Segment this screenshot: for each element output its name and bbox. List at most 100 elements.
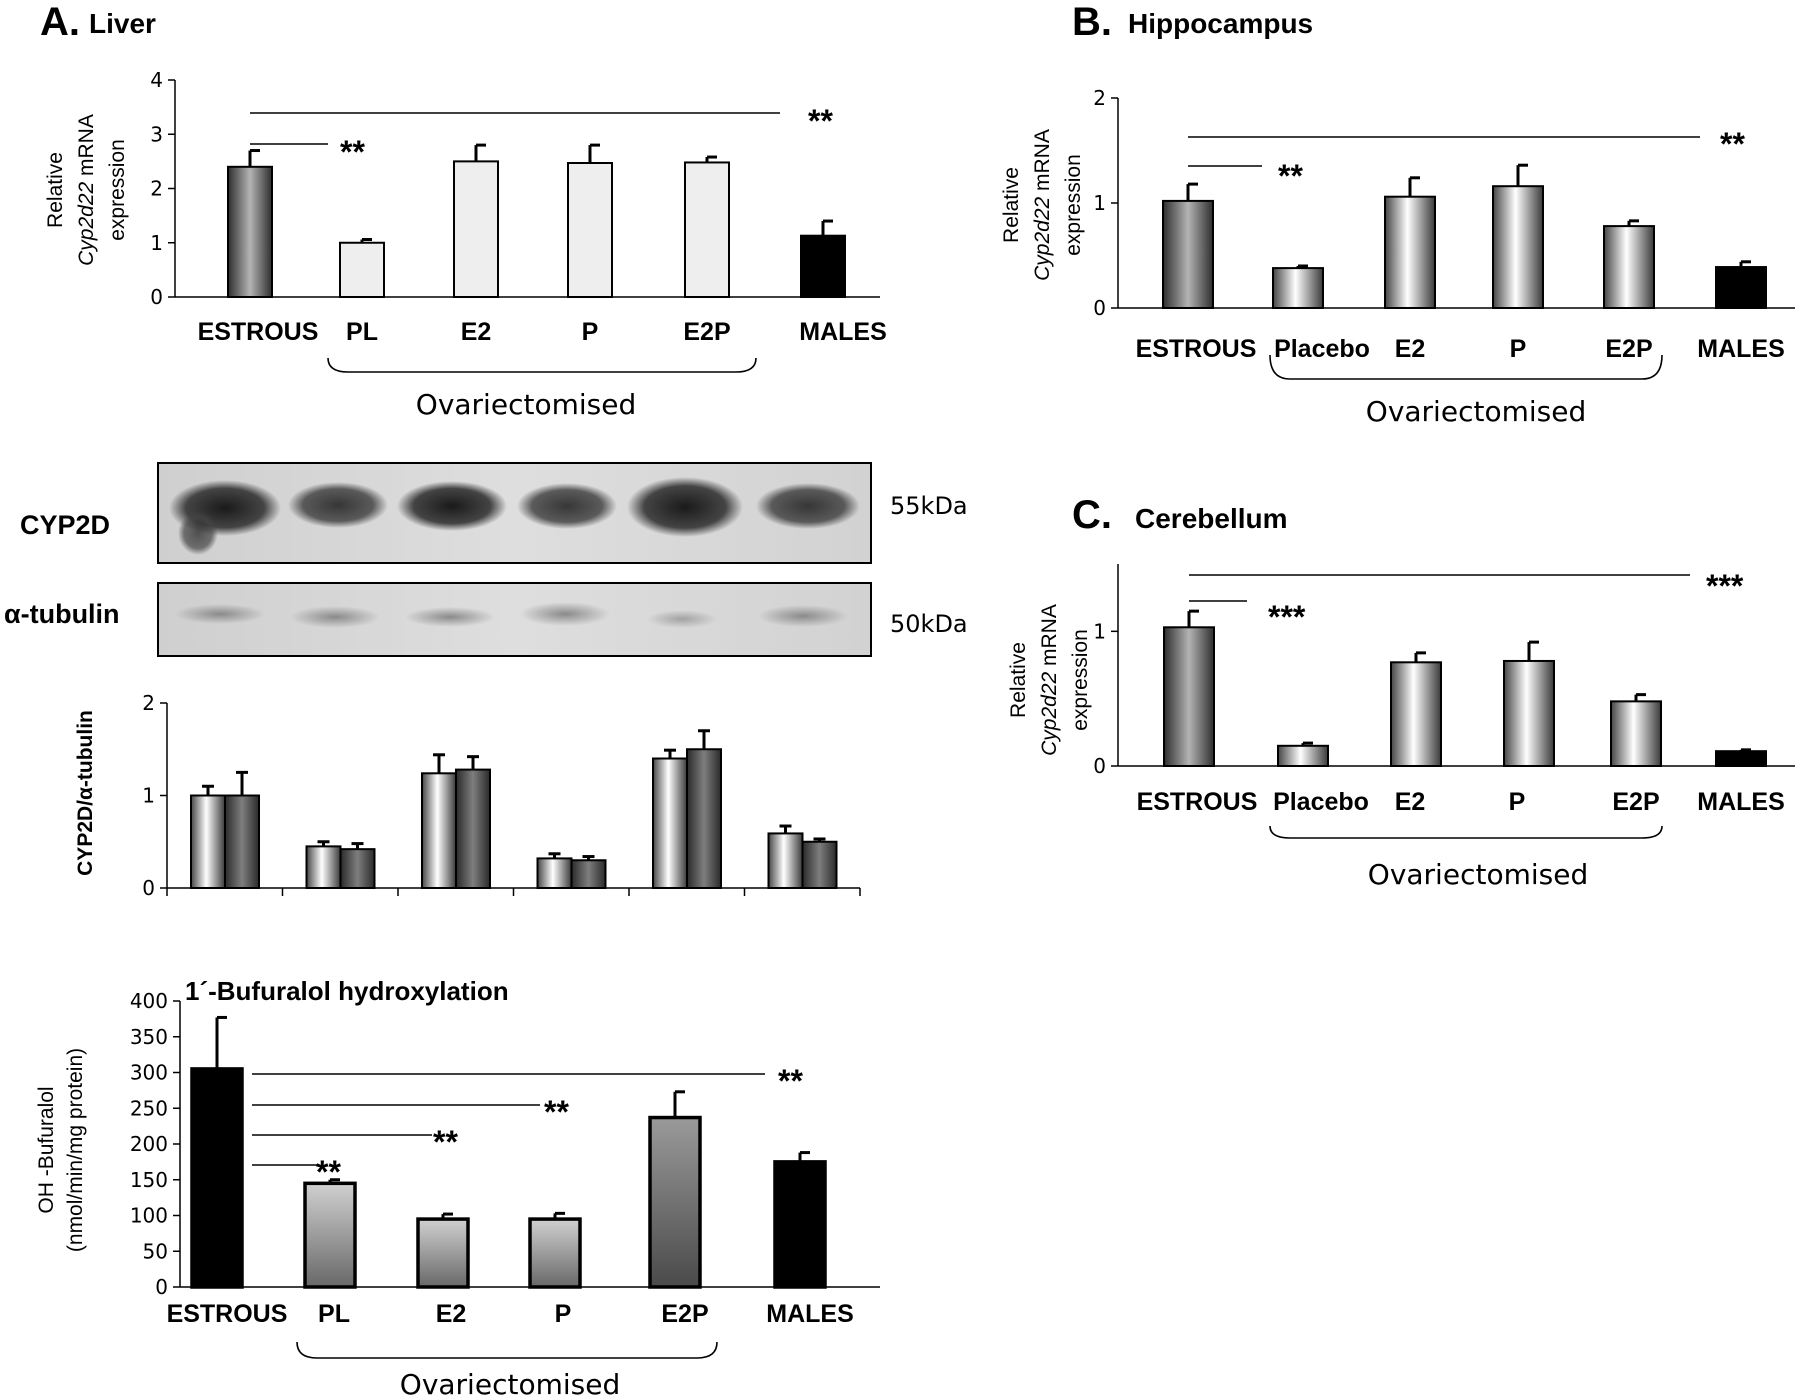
bufuralol-ylabel-line2: (nmol/min/mg protein) xyxy=(64,1048,87,1252)
liver_mrna-xtick-label: ESTROUS xyxy=(198,318,319,346)
blot-cyp2d-kda: 55kDa xyxy=(890,492,968,520)
liver_bufuralol-ytick-label: 150 xyxy=(130,1168,168,1192)
liver_bufuralol-title: 1´-Bufuralol hydroxylation xyxy=(185,976,509,1006)
cerebellum_mrna-bar-placebo xyxy=(1277,744,1329,767)
panel-a-title: Liver xyxy=(89,8,156,39)
cereb-ylabel-expression: expression xyxy=(1069,629,1092,731)
liver_cyp2d_protein-bar xyxy=(339,848,376,890)
liver_bufuralol-sig-stars: ** xyxy=(433,1124,458,1160)
liver_bufuralol-bar-estrous xyxy=(190,1067,244,1289)
liver_bufuralol-ytick-label: 250 xyxy=(130,1096,168,1120)
liver-ova-label: Ovariectomised xyxy=(416,388,636,421)
tubulin-band-1 xyxy=(175,604,265,624)
liver_bufuralol-ytick-label: 50 xyxy=(143,1239,168,1263)
liver_bufuralol-bar-p xyxy=(528,1217,582,1289)
liver_cyp2d_protein-ytick-label: 2 xyxy=(142,691,155,715)
liver_bufuralol-xtick-label: MALES xyxy=(766,1300,854,1328)
hippocampus_mrna-bar-p xyxy=(1492,185,1544,309)
liver_mrna-ytick-label: 2 xyxy=(150,177,163,201)
bufuralol-ova-label: Ovariectomised xyxy=(400,1368,620,1397)
cereb-ylabel: Relative Cyp2d22 mRNA expression xyxy=(1007,604,1092,756)
liver_cyp2d_protein-ytick-label: 1 xyxy=(142,784,155,808)
liver_cyp2d_protein-bar xyxy=(767,832,804,889)
liver_cyp2d_protein-bar xyxy=(305,845,342,889)
hippocampus_mrna-xtick-label: P xyxy=(1510,335,1527,363)
liver_mrna-bar-e2p xyxy=(684,161,730,298)
liver_mrna-bar-e2 xyxy=(453,160,499,298)
liver_bufuralol-bar-pl xyxy=(303,1181,357,1289)
liver_bufuralol-ytick-label: 0 xyxy=(155,1275,168,1299)
liver_mrna-xtick-label: P xyxy=(582,318,599,346)
cyp2d-band-5 xyxy=(627,477,743,537)
hippo-ylabel: Relative Cyp2d22 mRNA expression xyxy=(1000,129,1085,281)
hippo-ylabel-expression: expression xyxy=(1062,154,1085,256)
liver_mrna-bar-p xyxy=(567,162,613,298)
panel-c-title: Cerebellum xyxy=(1135,503,1288,534)
liver_bufuralol-sig-stars: ** xyxy=(544,1094,569,1130)
hippocampus_mrna-bar-estrous xyxy=(1162,199,1214,309)
hippo-ylabel-gene-name: Cyp2d22 xyxy=(1031,196,1054,280)
liver_bufuralol-bar-e2p xyxy=(648,1115,702,1289)
panel-b-letter: B. xyxy=(1072,0,1112,44)
liver_bufuralol-xtick-label: P xyxy=(555,1300,572,1328)
bufuralol-ova-bracket xyxy=(296,1341,718,1359)
liver_mrna-sig-stars: ** xyxy=(808,103,833,139)
liver-protein-chart: 0 1 2 xyxy=(142,691,861,900)
cerebellum_mrna-bar-e2p xyxy=(1610,700,1662,767)
liver-ylabel-mrna: mRNA xyxy=(75,114,98,182)
blot-tubulin-membrane xyxy=(157,582,872,657)
hippocampus_mrna-ytick-label: 1 xyxy=(1093,191,1106,215)
cereb-ylabel-gene: Cyp2d22 mRNA xyxy=(1038,604,1061,756)
cerebellum_mrna-bar-estrous xyxy=(1163,626,1215,767)
cyp2d-band-6 xyxy=(756,483,860,529)
cerebellum_mrna-xtick-label: Placebo xyxy=(1273,788,1369,816)
cyp2d-band-3 xyxy=(397,481,507,531)
liver-ylabel-expression: expression xyxy=(106,139,129,241)
liver_cyp2d_protein-bar xyxy=(801,840,838,889)
liver_mrna-ytick-label: 4 xyxy=(150,68,163,92)
hippocampus_mrna-bar-e2 xyxy=(1384,195,1436,309)
cerebellum_mrna-ytick-label: 1 xyxy=(1093,619,1106,643)
bufuralol-ylabel-line1: OH -Bufuralol xyxy=(35,1086,58,1213)
liver_mrna-ytick-label: 1 xyxy=(150,231,163,255)
cereb-ylabel-relative: Relative xyxy=(1007,642,1030,718)
liver_cyp2d_protein-bar xyxy=(652,757,688,889)
liver_bufuralol-xtick-label: PL xyxy=(318,1300,350,1328)
hippocampus_mrna-bar-placebo xyxy=(1272,267,1324,310)
cyp2d-band-2 xyxy=(288,482,388,528)
cyp2d-band-1-smear xyxy=(178,511,218,555)
hippo-ova-label: Ovariectomised xyxy=(1366,395,1586,428)
hippo-ylabel-mrna: mRNA xyxy=(1031,129,1054,197)
tubulin-band-5 xyxy=(647,610,717,628)
panel-b-title: Hippocampus xyxy=(1128,8,1313,39)
bufuralol-ylabel: OH -Bufuralol (nmol/min/mg protein) xyxy=(35,1048,87,1252)
cerebellum_mrna-ytick-label: 0 xyxy=(1093,754,1106,778)
liver_mrna-bar-pl xyxy=(339,241,385,298)
liver_bufuralol-ytick-label: 100 xyxy=(130,1204,168,1228)
cyp2d-band-4 xyxy=(517,483,617,529)
liver-ylabel: Relative Cyp2d22 mRNA expression xyxy=(44,114,129,266)
hippocampus_mrna-ytick-label: 2 xyxy=(1093,86,1106,110)
tubulin-band-4 xyxy=(520,602,610,626)
cerebellum_mrna-bar-p xyxy=(1503,659,1555,768)
liver_mrna-sig-stars: ** xyxy=(340,134,365,170)
liver_mrna-xtick-label: MALES xyxy=(799,318,887,346)
blot-tubulin-label: α-tubulin xyxy=(4,599,120,629)
hippocampus_mrna-xtick-label: MALES xyxy=(1697,335,1785,363)
hippo-ylabel-gene: Cyp2d22 mRNA xyxy=(1031,129,1054,281)
hippocampus_mrna-bar-males xyxy=(1715,266,1767,309)
liver_mrna-bar-males xyxy=(800,234,846,298)
liver_bufuralol-bar-males xyxy=(773,1160,827,1289)
cerebellum_mrna-sig-stars: *** xyxy=(1268,599,1306,635)
liver_mrna-xtick-label: PL xyxy=(346,318,378,346)
hippocampus_mrna-xtick-label: Placebo xyxy=(1274,335,1370,363)
cerebellum_mrna-xtick-label: ESTROUS xyxy=(1137,788,1258,816)
hippocampus_mrna-xtick-label: E2 xyxy=(1395,335,1426,363)
cerebellum_mrna-bar-males xyxy=(1715,750,1767,767)
hippocampus_mrna-bar-e2p xyxy=(1603,225,1655,310)
liver_cyp2d_protein-bar xyxy=(455,768,491,889)
liver_mrna-xtick-label: E2P xyxy=(683,318,730,346)
